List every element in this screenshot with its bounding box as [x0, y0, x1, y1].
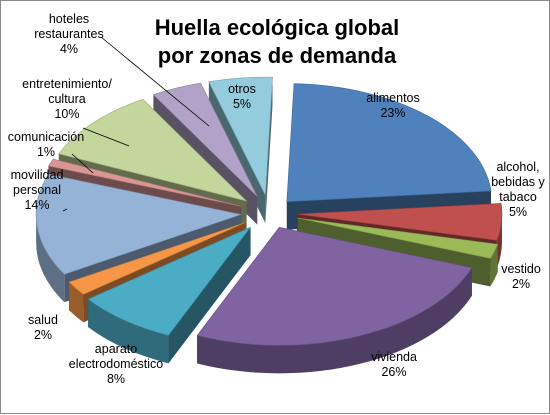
slice-category-label: vestido	[501, 262, 541, 276]
pie-slice-rim	[68, 282, 84, 323]
slice-value-label: 5%	[509, 205, 527, 219]
slice-value-label: 8%	[107, 372, 125, 386]
slice-category-label: hoteles	[49, 12, 89, 26]
slice-category-label: movilidad	[11, 168, 64, 182]
pie-slice-top	[296, 203, 503, 241]
pie-slices	[35, 76, 503, 374]
chart-title: Huella ecológica global por zonas de dem…	[155, 15, 400, 68]
pie-slice-top	[297, 217, 499, 259]
chart-title-line-2: por zonas de demanda	[158, 43, 397, 68]
slice-value-label: 5%	[233, 97, 251, 111]
pie-slice-wall	[265, 77, 273, 224]
slice-value-label: 14%	[24, 198, 49, 212]
pie-slice	[87, 226, 251, 364]
leader-line	[100, 36, 210, 127]
slice-category-label: bebidas y	[491, 175, 545, 189]
pie-slice-top	[58, 98, 248, 202]
slice-category-label: comunicación	[8, 130, 84, 144]
pie-slice-rim	[197, 267, 472, 374]
pie-slice-top	[208, 76, 273, 197]
pie-slice-top	[152, 82, 258, 197]
pie-slice-top	[35, 173, 243, 275]
slice-category-label: personal	[13, 183, 61, 197]
leader-line	[62, 208, 68, 212]
slice-category-label: vivienda	[371, 350, 417, 364]
slice-category-label: salud	[28, 313, 58, 327]
pie-slice-rim	[36, 214, 65, 303]
slice-category-label: entretenimiento/	[22, 77, 112, 91]
slice-value-label: 2%	[34, 328, 52, 342]
slice-value-label: 4%	[60, 42, 78, 56]
slice-category-label: restaurantes	[34, 27, 103, 41]
pie-slice-top	[68, 222, 246, 295]
pie-slice-rim	[490, 244, 498, 287]
slice-value-label: 10%	[54, 107, 79, 121]
leader-line	[71, 153, 94, 174]
slice-value-label: 2%	[512, 277, 530, 291]
pie-slice-top	[286, 83, 492, 202]
slice-category-label: tabaco	[499, 190, 537, 204]
slice-value-label: 26%	[381, 365, 406, 379]
pie-slice-top	[87, 226, 251, 336]
pie-slice-top	[48, 158, 242, 207]
slice-category-label: alimentos	[366, 91, 420, 105]
slice-category-label: otros	[228, 82, 256, 96]
slice-category-label: electrodoméstico	[69, 357, 164, 371]
leader-lines	[62, 36, 210, 212]
leader-line	[82, 127, 130, 147]
pie-slice-rim	[88, 299, 169, 364]
pie-slice-top	[196, 227, 473, 346]
slice-category-label: aparato	[95, 342, 137, 356]
slice-value-label: 1%	[37, 145, 55, 159]
slice-category-label: alcohol,	[496, 160, 539, 174]
slice-value-label: 23%	[380, 106, 405, 120]
chart-title-line-1: Huella ecológica global	[155, 15, 400, 40]
slice-category-label: cultura	[48, 92, 86, 106]
pie-slice	[196, 227, 473, 374]
